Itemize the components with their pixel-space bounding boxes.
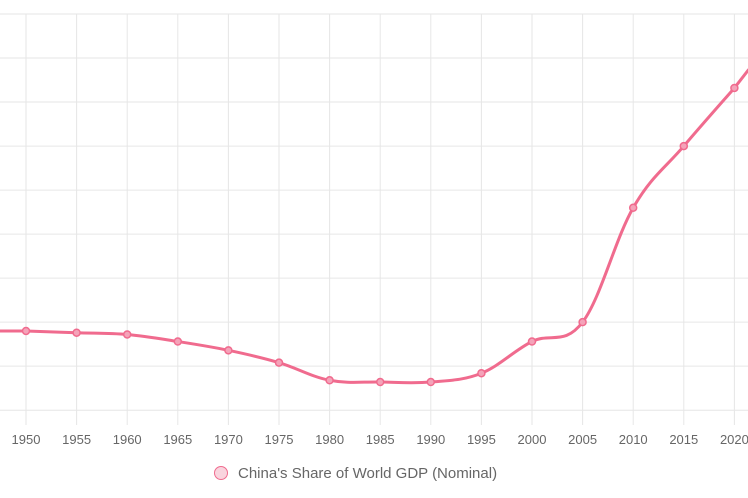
x-tick-label: 1985 [366,432,395,447]
data-point[interactable] [72,328,81,337]
x-tick-label: 2015 [669,432,698,447]
data-point[interactable] [679,141,689,151]
chart-series [0,68,748,387]
data-point[interactable] [426,377,436,387]
data-point[interactable] [730,83,739,93]
chart-grid [0,13,748,425]
x-tick-label: 2020 [720,432,748,447]
data-point[interactable] [628,203,638,212]
chart-legend[interactable]: China's Share of World GDP (Nominal) [214,465,498,482]
x-tick-label: 1955 [62,432,91,447]
data-point[interactable] [325,376,334,385]
x-tick-label: 1960 [113,432,142,447]
data-point[interactable] [122,330,132,339]
x-tick-label: 2000 [518,432,547,447]
data-point[interactable] [578,317,587,327]
data-point[interactable] [173,337,183,346]
x-tick-label: 2005 [568,432,597,447]
x-tick-label: 1995 [467,432,496,447]
x-tick-label: 2010 [619,432,648,447]
data-point[interactable] [375,377,385,387]
x-tick-label: 1965 [163,432,192,447]
x-tick-label: 1950 [12,432,41,447]
data-point[interactable] [527,337,537,346]
data-point[interactable] [224,346,233,355]
legend-label: China's Share of World GDP (Nominal) [238,465,497,482]
x-tick-label: 1970 [214,432,243,447]
legend-swatch [214,466,228,480]
x-axis-ticks: 1950 1955 1960 1965 1970 1975 1980 1985 1990 1995… [12,432,748,447]
x-tick-label: 1980 [315,432,344,447]
data-point[interactable] [21,326,31,336]
x-tick-label: 1990 [416,432,445,447]
data-point[interactable] [274,358,284,367]
data-point[interactable] [477,368,486,378]
series-line [24,68,748,385]
x-tick-label: 1975 [265,432,294,447]
